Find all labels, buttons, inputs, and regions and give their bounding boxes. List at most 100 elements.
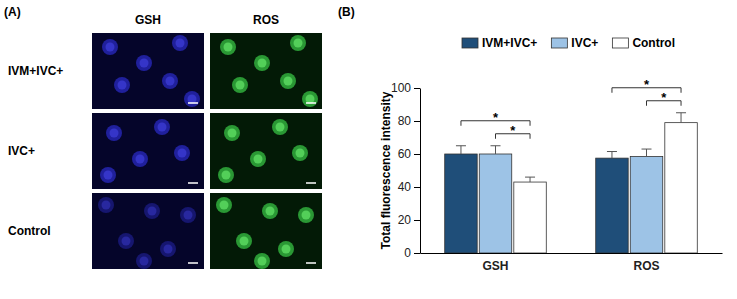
scale-bar — [306, 102, 316, 104]
bar — [445, 154, 477, 253]
cell-core — [136, 155, 145, 164]
significance-bracket: * — [647, 90, 682, 106]
cell-core — [176, 39, 185, 48]
legend-swatch — [551, 38, 567, 48]
cell — [220, 39, 236, 55]
micrograph — [210, 193, 322, 269]
tick: 60 — [398, 147, 420, 161]
legend-swatch — [612, 38, 628, 48]
plot-area — [445, 113, 698, 253]
tick-mark — [414, 220, 420, 221]
cell-core — [258, 59, 267, 68]
significance-bracket: * — [612, 77, 681, 93]
cell-core — [140, 257, 149, 266]
cell — [102, 39, 118, 55]
cell — [98, 197, 114, 213]
cell-core — [164, 245, 173, 254]
tick-label: 0 — [404, 246, 411, 260]
significance-label: * — [510, 123, 516, 138]
axis-line — [421, 253, 723, 254]
cell — [136, 253, 152, 269]
cell-core — [228, 129, 237, 138]
micrograph — [210, 33, 322, 109]
cell — [180, 207, 196, 223]
tick: 40 — [398, 180, 420, 194]
cell — [118, 233, 134, 249]
cell — [144, 203, 160, 219]
cell-core — [266, 207, 275, 216]
cell-core — [294, 39, 303, 48]
bar — [596, 158, 628, 253]
legend-swatch — [462, 38, 478, 48]
micrograph — [92, 193, 204, 269]
tick: GSH — [482, 253, 508, 273]
cell — [106, 125, 122, 141]
image-background — [92, 193, 204, 269]
micrograph — [92, 113, 204, 189]
error-bar — [456, 146, 466, 154]
cell-core — [240, 237, 249, 246]
tick-mark — [414, 88, 420, 89]
figure: (A)GSHROSIVM+IVC+IVC+Control(B)020406080… — [0, 0, 737, 299]
cell — [236, 233, 252, 249]
significance-bracket: * — [461, 110, 530, 126]
axis-line — [420, 89, 421, 254]
error-bar — [607, 152, 617, 159]
column-header: ROS — [253, 13, 279, 27]
micrograph — [92, 33, 204, 109]
cell — [224, 125, 240, 141]
tick-label: 60 — [398, 147, 412, 161]
scale-bar — [188, 262, 198, 264]
cell — [272, 119, 288, 135]
bar — [479, 154, 511, 253]
tick: 100 — [391, 81, 420, 95]
cell-core — [224, 43, 233, 52]
scale-bar — [188, 182, 198, 184]
bar — [514, 182, 546, 253]
error-whisker — [460, 146, 461, 154]
cell-core — [106, 43, 115, 52]
cell — [136, 55, 152, 71]
tick-mark — [414, 253, 420, 254]
error-whisker — [495, 146, 496, 154]
error-bar — [491, 146, 501, 154]
cell — [302, 91, 318, 107]
cell-core — [222, 171, 231, 180]
cell-core — [178, 149, 187, 158]
cell — [154, 119, 170, 135]
cell — [232, 77, 248, 93]
error-bar — [676, 113, 686, 123]
image-background — [92, 113, 204, 189]
cell-core — [284, 77, 293, 86]
cell-core — [306, 95, 315, 104]
cell-core — [254, 155, 263, 164]
significance-label: * — [661, 90, 667, 105]
cell-core — [166, 77, 175, 86]
cell — [172, 35, 188, 51]
cell-core — [140, 59, 149, 68]
bar — [665, 123, 697, 253]
cell — [160, 241, 176, 257]
legend-label: IVM+IVC+ — [482, 36, 537, 50]
legend-item: Control — [612, 36, 675, 50]
cell — [114, 77, 130, 93]
column-header: GSH — [135, 13, 161, 27]
cell — [254, 55, 270, 71]
error-whisker — [646, 149, 647, 156]
cell-core — [110, 129, 119, 138]
row-label: Control — [8, 224, 51, 238]
error-cap — [676, 112, 686, 113]
error-cap — [642, 149, 652, 150]
cell-core — [282, 245, 291, 254]
cell-core — [104, 171, 113, 180]
cell-core — [296, 149, 305, 158]
scale-bar — [306, 182, 316, 184]
cell-core — [148, 207, 157, 216]
x-axis: GSHROS — [421, 253, 723, 273]
cell-core — [258, 257, 267, 266]
panel-label: (B) — [338, 5, 355, 19]
error-whisker — [681, 113, 682, 123]
cell — [298, 207, 314, 223]
cell — [290, 35, 306, 51]
tick-label: 20 — [398, 213, 412, 227]
